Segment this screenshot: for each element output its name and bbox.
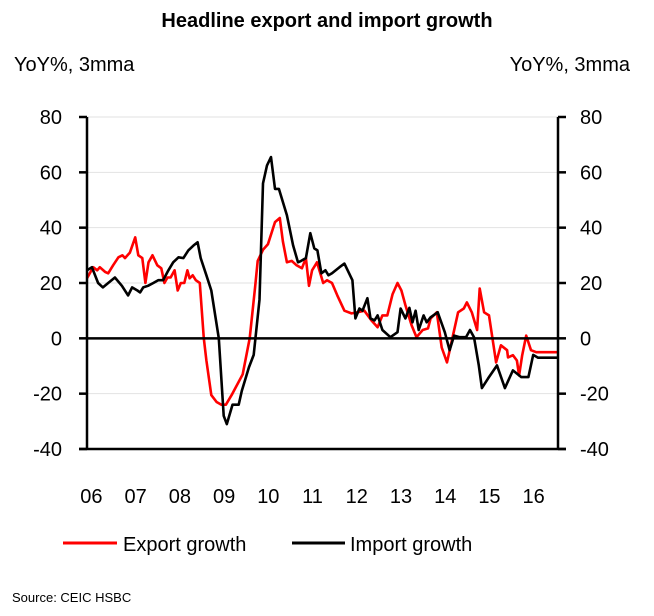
y-tick-label-left: -40 (33, 439, 62, 461)
y-ticks-left: 80 60 40 20 0 -20 -40 (33, 107, 87, 461)
y-tick-label-right: 60 (580, 162, 602, 184)
legend-label-export: Export growth (123, 534, 246, 556)
chart-title: Headline export and import growth (161, 10, 492, 32)
x-tick-label: 11 (302, 486, 323, 508)
y-axis-label-right: YoY%, 3mma (510, 54, 631, 76)
series-line-import-growth (86, 155, 558, 426)
y-tick-label-left: 60 (40, 162, 62, 184)
y-tick-label-right: -20 (580, 384, 609, 406)
y-ticks-right: 80 60 40 20 0 -20 -40 (558, 107, 609, 461)
x-tick-label: 10 (257, 486, 279, 508)
y-tick-label-right: -40 (580, 439, 609, 461)
x-tick-label: 14 (434, 486, 456, 508)
legend-label-import: Import growth (350, 534, 472, 556)
legend: Export growth Import growth (63, 534, 472, 556)
y-tick-label-right: 0 (580, 328, 591, 350)
gridlines (87, 116, 558, 395)
x-tick-label: 13 (390, 486, 412, 508)
x-tick-label: 12 (346, 486, 368, 508)
x-ticks: 06 07 08 09 10 11 12 13 14 15 16 (80, 486, 545, 508)
y-tick-label-left: 40 (40, 218, 62, 240)
source-note: Source: CEIC HSBC (12, 590, 132, 605)
x-tick-label: 09 (213, 486, 235, 508)
y-tick-label-left: 20 (40, 273, 62, 295)
series-line-export-growth (85, 216, 558, 407)
x-tick-label: 16 (523, 486, 545, 508)
y-tick-label-right: 20 (580, 273, 602, 295)
series-group (85, 155, 558, 426)
y-tick-label-left: 80 (40, 107, 62, 129)
y-tick-label-left: 0 (51, 328, 62, 350)
y-tick-label-right: 80 (580, 107, 602, 129)
x-tick-label: 07 (125, 486, 147, 508)
y-tick-label-right: 40 (580, 218, 602, 240)
x-tick-label: 08 (169, 486, 191, 508)
y-tick-label-left: -20 (33, 384, 62, 406)
x-tick-label: 06 (80, 486, 102, 508)
x-tick-label: 15 (478, 486, 500, 508)
y-axis-label-left: YoY%, 3mma (14, 54, 135, 76)
